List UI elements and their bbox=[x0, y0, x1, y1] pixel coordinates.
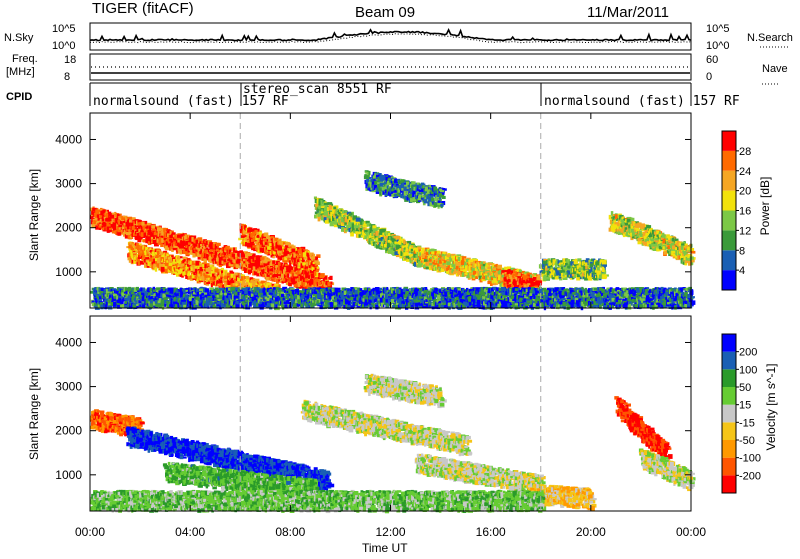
echo-cell bbox=[160, 243, 163, 247]
echo-cell bbox=[323, 278, 325, 281]
echo-cell bbox=[144, 233, 147, 238]
nave-label: Nave bbox=[762, 63, 788, 75]
echo-cell bbox=[206, 241, 208, 245]
echo-cell bbox=[139, 223, 142, 226]
echo-cell bbox=[142, 222, 145, 226]
echo-cell bbox=[204, 250, 207, 254]
nsearch-tick-bottom: 10^0 bbox=[706, 40, 730, 52]
echo-cell bbox=[248, 270, 252, 273]
echo-cell bbox=[210, 249, 213, 252]
echo-cell bbox=[147, 237, 150, 241]
echo-cell bbox=[112, 213, 116, 215]
echo-cell bbox=[105, 218, 108, 221]
echo-cell bbox=[192, 253, 195, 257]
echo-cell bbox=[200, 244, 202, 246]
echo-cell bbox=[137, 238, 141, 243]
echo-cell bbox=[114, 230, 117, 234]
echo-cell bbox=[121, 217, 125, 220]
freq-label-2: [MHz] bbox=[6, 66, 35, 78]
echo-cell bbox=[108, 212, 112, 214]
echo-cell bbox=[153, 240, 157, 244]
echo-cell bbox=[287, 274, 289, 278]
echo-cell bbox=[179, 244, 183, 249]
nsky-line bbox=[90, 30, 691, 41]
echo-cell bbox=[274, 278, 276, 282]
echo-cell bbox=[244, 268, 247, 273]
echo-cell bbox=[328, 277, 331, 280]
freq-panel: Freq. [MHz] 18 8 60 0 Nave bbox=[6, 53, 788, 84]
echo-cell bbox=[159, 237, 161, 240]
echo-cell bbox=[180, 250, 183, 254]
echo-cell bbox=[148, 230, 151, 233]
echo-cell bbox=[143, 226, 145, 230]
beam-title: Beam 09 bbox=[355, 4, 415, 21]
mode-label-3: normalsound (fast) 157 RF bbox=[544, 94, 740, 109]
echo-cell bbox=[319, 282, 321, 285]
nsearch-label: N.Search bbox=[747, 32, 793, 44]
echo-cell bbox=[243, 259, 246, 261]
echo-cell bbox=[261, 269, 264, 274]
echo-cell bbox=[232, 254, 235, 257]
freq-tick-top: 18 bbox=[64, 54, 76, 66]
echo-cell bbox=[216, 243, 221, 246]
echo-cell bbox=[166, 241, 168, 245]
echo-cell bbox=[204, 258, 208, 263]
echo-cell bbox=[190, 251, 193, 255]
echo-cell bbox=[98, 226, 101, 228]
nsearch-tick-top: 10^5 bbox=[706, 23, 730, 35]
echo-cell bbox=[308, 275, 310, 279]
cpid-panel: CPID normalsound (fast) 157 RF stereo_sc… bbox=[6, 82, 740, 109]
nsearch-line bbox=[90, 34, 691, 43]
echo-cell bbox=[252, 255, 255, 258]
echo-cell bbox=[327, 282, 330, 287]
echo-cell bbox=[200, 247, 202, 249]
echo-cell bbox=[233, 248, 235, 251]
rti-figure: TIGER (fitACF) Beam 09 11/Mar/2011 N.Sky… bbox=[0, 0, 800, 554]
nsky-label: N.Sky bbox=[4, 32, 34, 44]
freq-tick-bottom: 8 bbox=[64, 71, 70, 83]
echo-cell bbox=[118, 232, 122, 236]
rti-plot: TIGER (fitACF) Beam 09 11/Mar/2011 N.Sky… bbox=[0, 0, 800, 554]
echo-cell bbox=[260, 257, 264, 260]
echo-cell bbox=[117, 220, 119, 223]
echo-cell bbox=[157, 238, 159, 243]
nsky-tick-top: 10^5 bbox=[52, 23, 76, 35]
echo-cell bbox=[191, 237, 193, 242]
nave-tick-top: 60 bbox=[706, 54, 718, 66]
cpid-label: CPID bbox=[6, 91, 32, 103]
nsky-tick-bottom: 10^0 bbox=[52, 40, 76, 52]
echo-cell bbox=[258, 257, 260, 260]
date-title: 11/Mar/2011 bbox=[587, 4, 669, 21]
echo-cell bbox=[129, 232, 132, 234]
nave-tick-bottom: 0 bbox=[706, 71, 712, 83]
echo-cell bbox=[275, 275, 278, 277]
echo-cell bbox=[284, 267, 286, 271]
echo-cell bbox=[281, 274, 284, 279]
nsky-panel: N.Sky 10^5 10^0 N.Search 10^5 10^0 bbox=[4, 23, 793, 52]
freq-label-1: Freq. bbox=[12, 53, 38, 65]
echo-cell bbox=[271, 278, 273, 280]
echo-cell bbox=[97, 209, 100, 212]
mode-label-2: stereo_scan 8551 RF bbox=[243, 82, 392, 97]
echo-cell bbox=[112, 219, 114, 222]
echo-cell bbox=[132, 230, 134, 233]
station-title: TIGER (fitACF) bbox=[92, 0, 194, 17]
power-panel: 1000200030004000 Slant Range [km] 282420… bbox=[27, 113, 772, 310]
echo-cell bbox=[224, 252, 227, 255]
echo-cell bbox=[260, 265, 264, 267]
echo-cell bbox=[278, 262, 281, 267]
